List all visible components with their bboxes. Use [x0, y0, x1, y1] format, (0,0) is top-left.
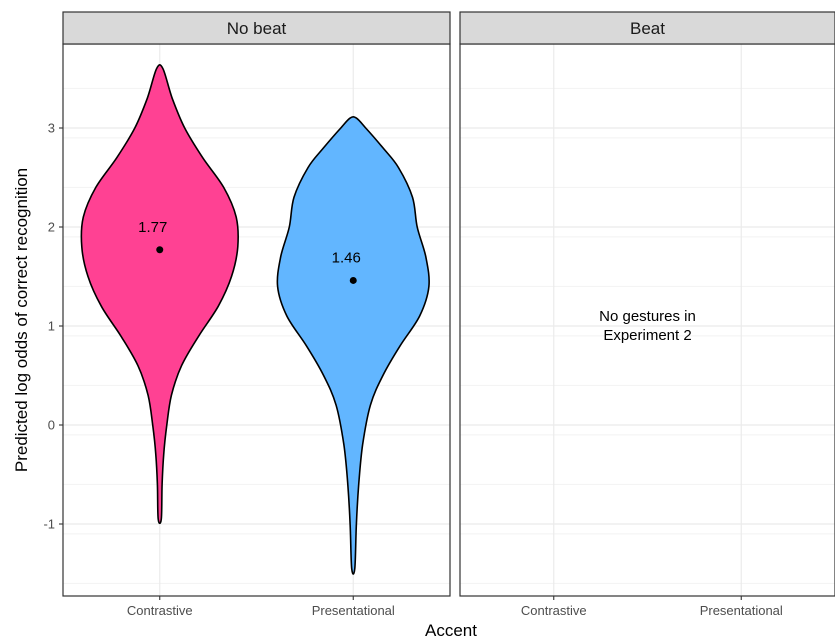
- panel-beat: No gestures in Experiment 2 Beat Contrastiv…: [459, 11, 835, 618]
- x-tick-label: Presentational: [312, 603, 395, 618]
- violin-contrastive: [80, 64, 240, 525]
- y-tick-label: 2: [48, 220, 55, 235]
- panel-background: [460, 44, 835, 596]
- violin-presentational: [276, 116, 430, 575]
- y-tick-label: 0: [48, 418, 55, 433]
- x-axis-title: Accent: [425, 621, 477, 640]
- x-tick-label: Presentational: [700, 603, 783, 618]
- mean-point-contrastive: [156, 246, 164, 254]
- y-tick-label: -1: [43, 517, 55, 532]
- facet-strip: [62, 11, 451, 45]
- facet-strip-label: Beat: [630, 19, 665, 38]
- facet-strip: [459, 11, 835, 45]
- y-tick-label: 3: [48, 121, 55, 136]
- mean-label-contrastive: 1.77: [138, 219, 167, 236]
- mean-label-presentational: 1.46: [332, 249, 361, 266]
- panel-note-line: Experiment 2: [603, 327, 691, 344]
- panel-no-beat: 1.77 1.46 No beat Contrastive Presentational…: [43, 11, 451, 618]
- mean-point-presentational: [349, 276, 357, 284]
- facet-strip-label: No beat: [227, 19, 287, 38]
- panel-note-line: No gestures in: [599, 308, 696, 325]
- x-tick-label: Contrastive: [521, 603, 587, 618]
- y-tick-label: 1: [48, 319, 55, 334]
- x-tick-label: Contrastive: [127, 603, 193, 618]
- y-axis-title: Predicted log odds of correct recognitio…: [12, 168, 31, 472]
